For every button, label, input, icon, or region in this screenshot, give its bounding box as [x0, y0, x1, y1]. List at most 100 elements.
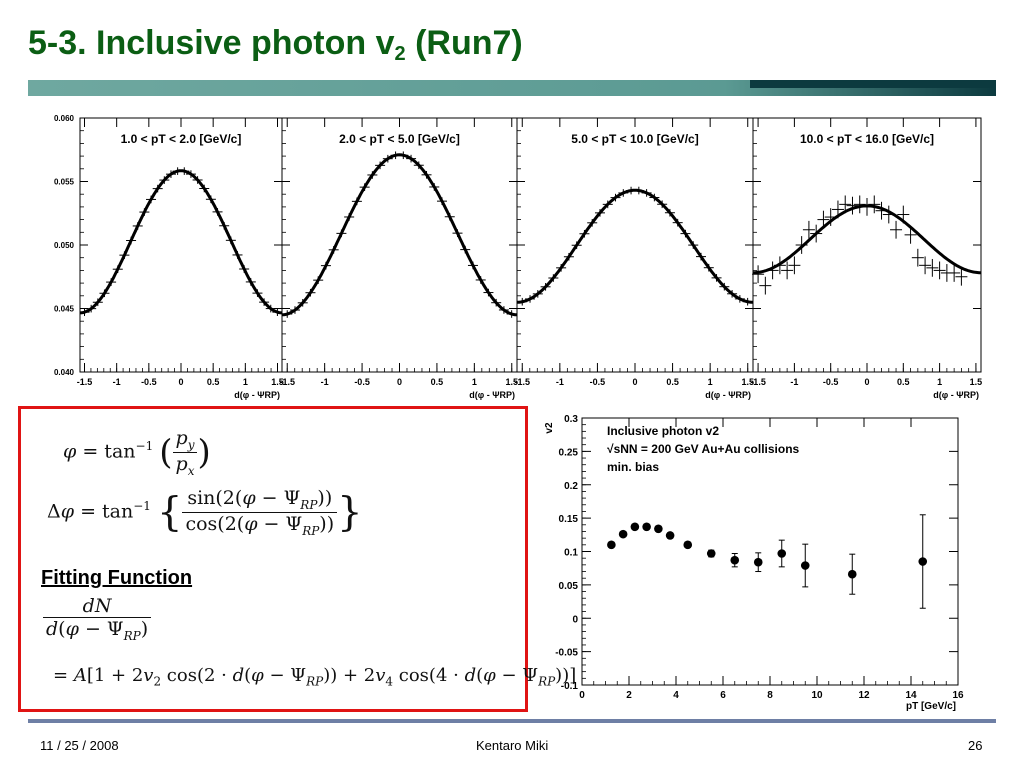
x-tick-label: -1: [790, 377, 798, 387]
title-bar-dark: [750, 80, 996, 88]
data-point: [607, 540, 616, 550]
panel-label: 10.0 < pT < 16.0 [GeV/c]: [800, 132, 934, 146]
panel-label: 1.0 < pT < 2.0 [GeV/c]: [121, 132, 242, 146]
x-tick-label: -1: [113, 377, 121, 387]
panel-frame: [516, 117, 754, 373]
y-tick-label: 0.060: [54, 114, 75, 123]
legend-entry: Inclusive photon v2: [607, 424, 719, 438]
footer-page-number: 26: [968, 738, 983, 753]
plot-frame: [581, 417, 959, 686]
x-tick-label: 0: [397, 377, 402, 387]
footer-author: Kentaro Miki: [476, 738, 549, 753]
y-tick-label: 0.3: [564, 414, 578, 425]
title-bar: [28, 80, 996, 96]
title-main: 5-3. Inclusive photon v: [28, 24, 395, 62]
data-point: [918, 557, 928, 566]
panel-frame: [79, 117, 283, 373]
formula-box: φ = tan−1 (py px) Δφ = tan−1 {sin(2(φ − Ψ…: [18, 406, 576, 712]
legend-entry: min. bias: [607, 460, 659, 474]
y-tick-label: 0.050: [54, 241, 75, 250]
data-point: [730, 555, 740, 565]
y-tick-label: 0: [572, 614, 578, 625]
x-axis-label: d(φ - ΨRP): [705, 390, 751, 400]
x-tick-label: 2: [626, 690, 632, 701]
x-tick-label: 0: [178, 377, 183, 387]
x-tick-label: 1: [937, 377, 942, 387]
x-tick-label: -0.5: [141, 377, 157, 387]
y-tick-label: -0.05: [555, 648, 578, 659]
title-subscript: 2: [394, 43, 406, 65]
data-point: [800, 561, 810, 570]
data-point: [777, 549, 787, 558]
x-tick-label: 1.5: [271, 377, 284, 387]
fit-function-rhs: = A[1 + 2v2 cos(2 · d(φ − ΨRP)) + 2v4 co…: [53, 665, 577, 689]
x-axis-label: d(φ - ΨRP): [469, 390, 515, 400]
x-tick-label: 6: [720, 690, 726, 701]
x-tick-label: 14: [905, 690, 917, 701]
data-point: [847, 569, 857, 579]
v2-vs-pt-plot: -0.1 -0.05 0 0.05 0.1 0.15 0.2 0.25 0.3 0 2 4 6 8 10 12…: [544, 414, 964, 712]
x-tick-label: 1.5: [741, 377, 754, 387]
x-tick-label: 16: [952, 690, 964, 701]
footer-line: [28, 719, 996, 723]
panel-label: 2.0 < pT < 5.0 [GeV/c]: [339, 132, 460, 146]
x-axis-label: d(φ - ΨRP): [234, 390, 280, 400]
legend-entry: √sNN = 200 GeV Au+Au collisions: [607, 442, 800, 456]
panel-label: 5.0 < pT < 10.0 [GeV/c]: [571, 132, 698, 146]
y-tick-label: 0.25: [559, 447, 579, 458]
y-tick-label: 0.055: [54, 178, 75, 187]
slide-title: 5-3. Inclusive photon v2 (Run7): [28, 24, 523, 66]
x-axis-label: pT [GeV/c]: [906, 701, 956, 712]
fitting-function-label: Fitting Function: [41, 567, 193, 589]
x-tick-label: 1: [708, 377, 713, 387]
x-tick-label: -1.5: [279, 377, 295, 387]
x-tick-label: 10: [811, 690, 823, 701]
x-tick-label: -1.5: [515, 377, 531, 387]
data-point: [642, 522, 651, 532]
y-tick-label: 0.045: [54, 305, 75, 314]
data-point: [630, 522, 640, 532]
x-tick-label: 0: [632, 377, 637, 387]
panel-frame: [752, 117, 982, 373]
x-tick-label: 0.5: [666, 377, 679, 387]
x-tick-label: 8: [767, 690, 773, 701]
data-point: [706, 549, 716, 558]
x-tick-label: 4: [673, 690, 679, 701]
data-point: [665, 531, 675, 540]
y-tick-label: 0.15: [559, 514, 579, 525]
data-point: [753, 557, 763, 567]
x-tick-label: -1: [321, 377, 329, 387]
x-tick-label: -1.5: [77, 377, 93, 387]
x-tick-label: 1.5: [970, 377, 983, 387]
x-tick-label: -1: [556, 377, 564, 387]
x-tick-label: 12: [858, 690, 870, 701]
x-tick-label: 0.5: [897, 377, 910, 387]
y-tick-label: 0.1: [564, 548, 578, 559]
fit-curve: [516, 188, 754, 304]
y-tick-label: -0.1: [561, 681, 579, 692]
phi-definition: φ = tan−1 (py px): [63, 427, 211, 478]
x-tick-label: -0.5: [354, 377, 370, 387]
phi-distribution-panels: 0.040 0.045 0.050 0.055 0.060 -1.5 -1 -0.5 0 0.5 1…: [54, 114, 983, 400]
x-tick-label: 0.5: [207, 377, 220, 387]
delta-phi-definition: Δφ = tan−1 {sin(2(φ − ΨRP)) cos(2(φ − ΨRP…: [47, 487, 363, 538]
y-axis-label: v2: [544, 422, 555, 434]
y-tick-label: 0.05: [559, 581, 579, 592]
fit-function-lhs: dN d(φ − ΨRP): [43, 595, 152, 643]
fit-curve: [281, 153, 518, 317]
x-tick-label: 1.5: [506, 377, 519, 387]
x-tick-label: -1.5: [750, 377, 766, 387]
y-tick-label: 0.2: [564, 481, 578, 492]
data-point: [683, 540, 693, 550]
title-tail: (Run7): [405, 24, 523, 62]
data-point: [618, 529, 628, 539]
fit-curve: [79, 169, 283, 315]
x-tick-label: 0: [864, 377, 869, 387]
x-tick-label: 1: [243, 377, 248, 387]
x-tick-label: -0.5: [823, 377, 839, 387]
x-tick-label: 1: [472, 377, 477, 387]
x-axis-label: d(φ - ΨRP): [933, 390, 979, 400]
x-tick-label: 0.5: [431, 377, 444, 387]
data-point: [654, 524, 663, 534]
y-tick-label: 0.040: [54, 368, 75, 377]
